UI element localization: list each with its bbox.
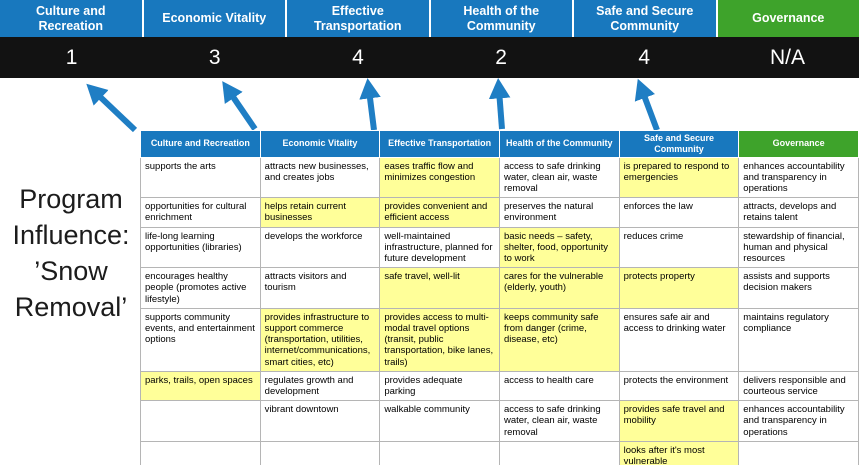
pillar-header-label: Safe and Secure Community — [596, 4, 694, 33]
matrix-cell: cares for the vulnerable (elderly, youth… — [498, 267, 620, 309]
table-row: parks, trails, open spaces regulates grow… — [140, 370, 859, 402]
matrix-header-row: Culture and Recreation Economic Vitality E… — [140, 130, 859, 158]
up-arrow-icon — [222, 81, 258, 131]
pillar-score: 3 — [208, 45, 221, 69]
pillar-score: 4 — [352, 45, 364, 69]
matrix-cell: opportunities for cultural enrichment — [140, 197, 261, 228]
table-row: life-long learning opportunities (librar… — [140, 226, 859, 269]
table-row: vibrant downtown walkable community access… — [140, 400, 859, 442]
matrix-cell: regulates growth and development — [259, 370, 381, 402]
pillar-score: 1 — [65, 45, 78, 69]
table-row: supports community events, and entertain… — [140, 307, 859, 372]
matrix-cell: encourages healthy people (promotes acti… — [140, 267, 261, 309]
matrix-cell: enhances accountability and transparency… — [738, 400, 859, 442]
table-row: looks after it's most vulnerable — [140, 440, 859, 465]
matrix-cell: access to safe drinking water, clean air… — [498, 400, 620, 442]
program-influence-title: Program Influence: ’Snow Removal’ — [2, 182, 140, 326]
matrix-cell: eases traffic flow and minimizes congest… — [379, 156, 500, 199]
matrix-cell: supports community events, and entertain… — [140, 307, 261, 372]
matrix-cell: provides convenient and efficient access — [379, 197, 500, 228]
pillar-header-label: Health of the Community — [463, 4, 540, 33]
matrix-cell: enhances accountability and transparency… — [738, 156, 859, 199]
title-line: Influence: — [12, 219, 130, 250]
matrix-cell: life-long learning opportunities (librar… — [140, 226, 261, 269]
pillar-header: Governance — [717, 0, 859, 37]
matrix-cell: provides adequate parking — [379, 370, 500, 402]
matrix-cell: attracts, develops and retains talent — [738, 197, 859, 228]
matrix-cell: maintains regulatory compliance — [738, 307, 859, 372]
matrix-cell: parks, trails, open spaces — [140, 370, 261, 402]
matrix-cell: supports the arts — [140, 156, 261, 199]
matrix-cell: helps retain current businesses — [259, 197, 381, 228]
matrix-header-cell: Culture and Recreation — [140, 130, 261, 158]
matrix-cell: delivers responsible and courteous servi… — [738, 370, 859, 402]
matrix-cell: reduces crime — [618, 226, 740, 269]
influence-matrix: Culture and Recreation Economic Vitality E… — [140, 130, 859, 465]
title-line: Removal’ — [14, 291, 128, 322]
up-arrow-icon — [86, 83, 138, 133]
pillar-header-label: Culture and Recreation — [36, 4, 106, 33]
matrix-cell: ensures safe air and access to drinking … — [618, 307, 740, 372]
pillar-header: Health of the Community — [430, 0, 572, 37]
title-line: Program — [19, 184, 123, 214]
matrix-cell: stewardship of financial, human and phys… — [738, 226, 859, 269]
matrix-cell: well-maintained infrastructure, planned … — [379, 226, 500, 269]
matrix-cell — [259, 440, 381, 465]
matrix-cell — [140, 400, 261, 442]
matrix-cell: protects the environment — [618, 370, 740, 402]
pillar-score-row: 1 3 4 2 4 N/A — [0, 37, 859, 78]
matrix-cell: access to health care — [498, 370, 620, 402]
pillar-header: Culture and Recreation — [0, 0, 142, 37]
matrix-cell: protects property — [618, 267, 740, 309]
matrix-header-cell: Economic Vitality — [259, 130, 381, 158]
matrix-cell: keeps community safe from danger (crime,… — [498, 307, 620, 372]
pillar-header: Economic Vitality — [143, 0, 285, 37]
up-arrow-icon — [359, 78, 381, 131]
matrix-cell: access to safe drinking water, clean air… — [498, 156, 620, 199]
matrix-cell — [379, 440, 500, 465]
matrix-cell: attracts new businesses, and creates job… — [259, 156, 381, 199]
matrix-cell — [738, 440, 859, 465]
matrix-header-cell: Governance — [738, 130, 859, 158]
pillar-header: Effective Transportation — [287, 0, 429, 37]
matrix-cell — [140, 440, 261, 465]
table-row: opportunities for cultural enrichment hel… — [140, 197, 859, 228]
matrix-cell: assists and supports decision makers — [738, 267, 859, 309]
matrix-header-cell: Safe and Secure Community — [618, 130, 740, 158]
pillar-header: Safe and Secure Community — [574, 0, 716, 37]
pillar-header-row: Culture and Recreation Economic Vitality E… — [0, 0, 859, 37]
matrix-cell: safe travel, well-lit — [379, 267, 500, 309]
score-arrows — [86, 78, 660, 133]
matrix-header-cell: Health of the Community — [498, 130, 620, 158]
pillar-header-label: Governance — [752, 11, 825, 26]
pillar-header-label: Effective Transportation — [313, 4, 402, 33]
pillar-score: 2 — [495, 45, 507, 69]
matrix-cell — [498, 440, 620, 465]
matrix-cell: attracts visitors and tourism — [259, 267, 381, 309]
pillar-score: 4 — [638, 45, 651, 69]
up-arrow-icon — [634, 78, 660, 132]
matrix-cell: provides safe travel and mobility — [618, 400, 740, 442]
matrix-cell: provides access to multi-modal travel op… — [379, 307, 500, 372]
matrix-cell: looks after it's most vulnerable — [618, 440, 740, 465]
up-arrow-icon — [488, 78, 511, 130]
matrix-head: Culture and Recreation Economic Vitality E… — [140, 130, 859, 158]
matrix-body: supports the arts attracts new businesses… — [140, 156, 859, 465]
table-row: supports the arts attracts new businesses… — [140, 156, 859, 199]
pillar-score: N/A — [769, 45, 805, 69]
matrix-cell: preserves the natural environment — [498, 197, 620, 228]
table-row: encourages healthy people (promotes acti… — [140, 267, 859, 309]
matrix-cell: is prepared to respond to emergencies — [618, 156, 740, 199]
matrix-cell: vibrant downtown — [259, 400, 381, 442]
matrix-cell: enforces the law — [618, 197, 740, 228]
matrix-cell: provides infrastructure to support comme… — [259, 307, 381, 372]
matrix-header-cell: Effective Transportation — [379, 130, 500, 158]
matrix-cell: basic needs – safety, shelter, food, opp… — [498, 226, 620, 269]
matrix-cell: develops the workforce — [259, 226, 381, 269]
matrix-cell: walkable community — [379, 400, 500, 442]
title-line: ’Snow — [34, 255, 108, 286]
pillar-header-label: Economic Vitality — [162, 11, 267, 26]
